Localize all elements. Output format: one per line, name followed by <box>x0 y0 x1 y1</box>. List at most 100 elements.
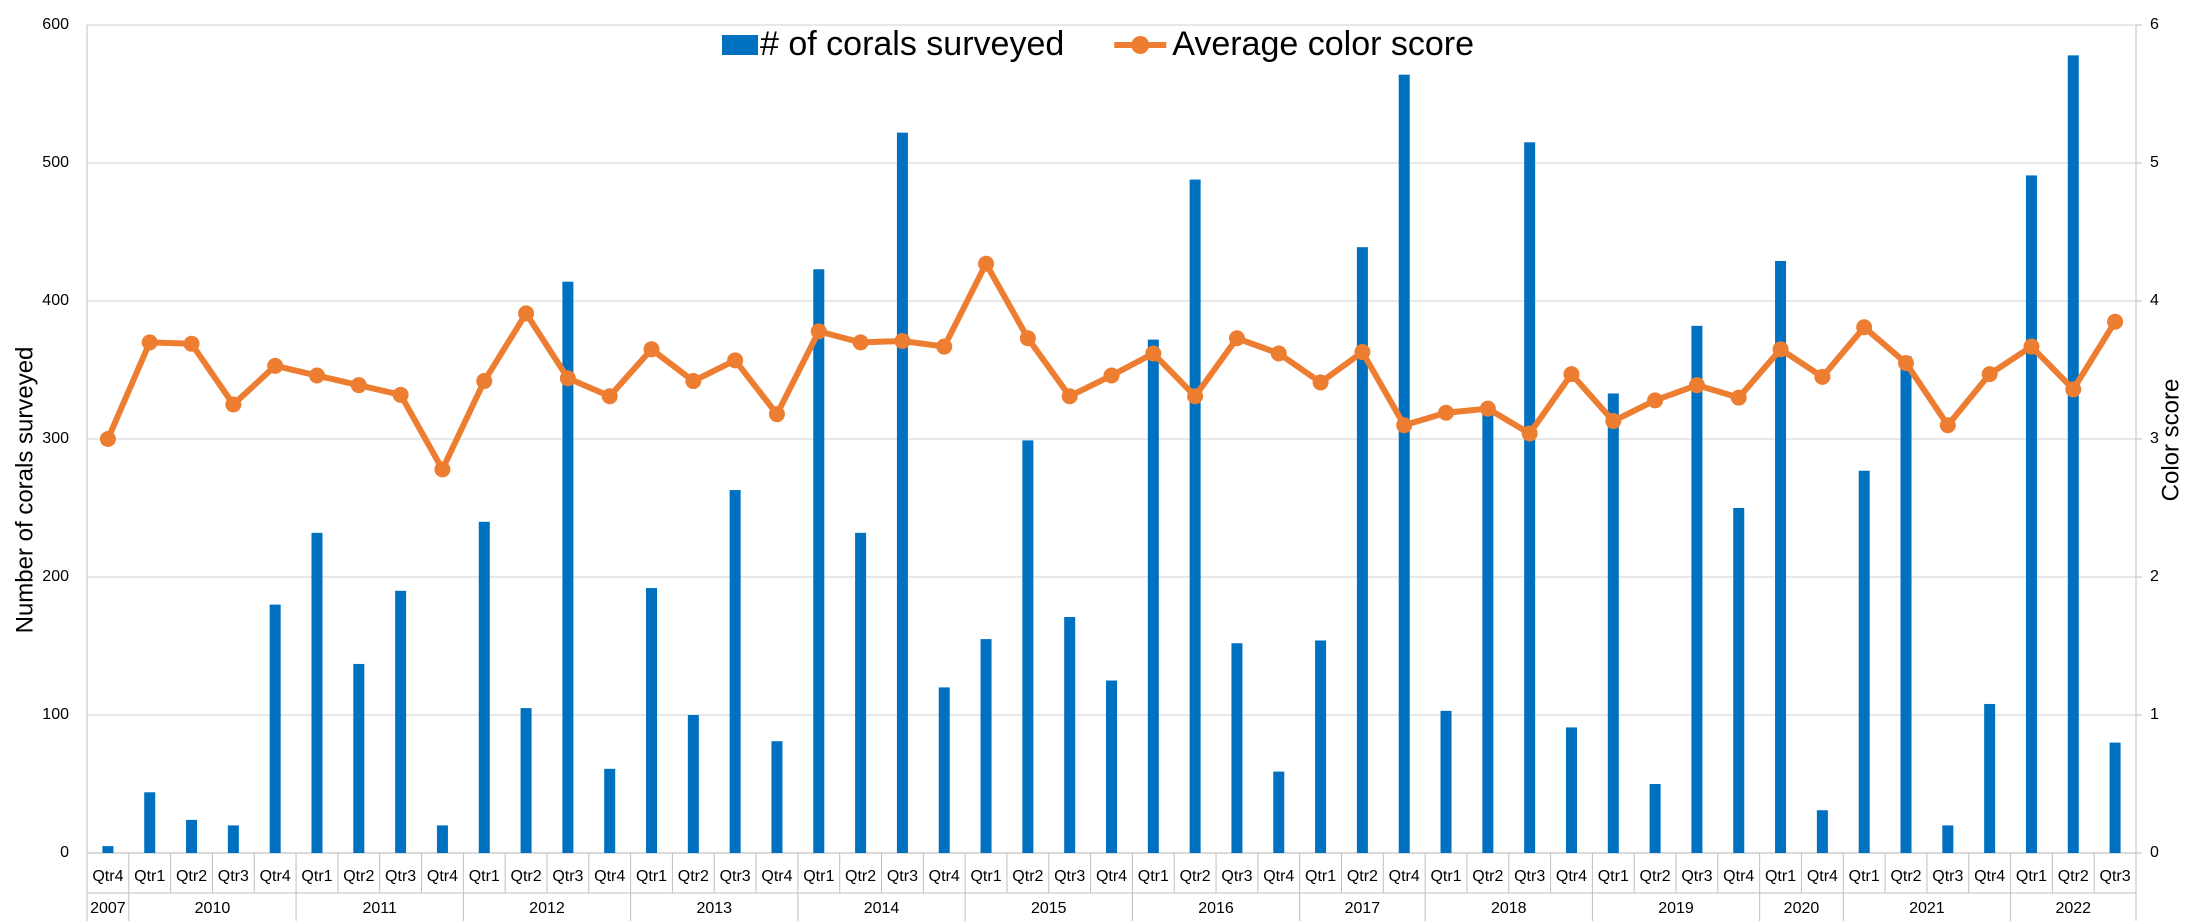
x-tick-label: Qtr4 <box>1096 868 1127 885</box>
x-tick-label: Qtr2 <box>678 868 709 885</box>
point <box>141 334 158 351</box>
x-tick-label: Qtr3 <box>1932 868 1963 885</box>
x-group-label: 2017 <box>1345 900 1381 917</box>
point <box>1479 400 1496 417</box>
x-tick-label: Qtr4 <box>1807 868 1838 885</box>
x-tick-label: Qtr3 <box>1054 868 1085 885</box>
x-tick-label: Qtr2 <box>176 868 207 885</box>
bar <box>2025 175 2037 854</box>
point <box>1270 345 1287 362</box>
bar <box>2109 742 2121 853</box>
y-tick-label: 100 <box>42 706 69 723</box>
point <box>267 357 284 374</box>
x-tick-label: Qtr1 <box>970 868 1001 885</box>
bar <box>1064 617 1076 853</box>
point <box>434 461 451 478</box>
point <box>768 406 785 423</box>
point <box>2023 338 2040 355</box>
bar <box>980 639 992 853</box>
x-group-label: 2022 <box>2055 900 2091 917</box>
bar <box>144 792 156 853</box>
x-group-label: 2019 <box>1658 900 1694 917</box>
bar <box>1565 727 1577 853</box>
x-tick-label: Qtr2 <box>845 868 876 885</box>
bar <box>436 825 448 853</box>
bar <box>227 825 239 853</box>
x-tick-label: Qtr4 <box>427 868 458 885</box>
point <box>1396 417 1413 434</box>
x-group-label: 2021 <box>1909 900 1945 917</box>
x-tick-label: Qtr2 <box>343 868 374 885</box>
point <box>1772 341 1789 358</box>
bar <box>311 532 323 853</box>
x-tick-label: Qtr3 <box>552 868 583 885</box>
point <box>1605 413 1622 430</box>
point <box>2065 381 2082 398</box>
x-tick-label: Qtr1 <box>636 868 667 885</box>
bar <box>1315 640 1327 853</box>
bar <box>1189 179 1201 853</box>
bar <box>1942 825 1954 853</box>
y2-tick-label: 1 <box>2150 706 2159 723</box>
point <box>559 370 576 387</box>
x-tick-label: Qtr1 <box>134 868 165 885</box>
x-group-label: 2020 <box>1784 900 1820 917</box>
y2-tick-label: 3 <box>2150 430 2159 447</box>
x-group-label: 2014 <box>864 900 900 917</box>
point <box>1898 355 1915 372</box>
legend-swatch <box>722 35 758 55</box>
bar <box>1231 643 1243 853</box>
point <box>601 388 618 405</box>
x-group-label: 2015 <box>1031 900 1067 917</box>
point <box>1228 330 1245 347</box>
point <box>1145 345 1162 362</box>
y-tick-label: 0 <box>60 844 69 861</box>
point <box>1563 366 1580 383</box>
bar <box>353 663 365 853</box>
x-tick-label: Qtr4 <box>1974 868 2005 885</box>
bar <box>1691 325 1703 854</box>
bar <box>562 281 574 853</box>
x-tick-label: Qtr2 <box>1012 868 1043 885</box>
x-tick-label: Qtr3 <box>720 868 751 885</box>
point <box>1103 367 1120 384</box>
x-group-label: 2012 <box>529 900 565 917</box>
x-tick-label: Qtr4 <box>594 868 625 885</box>
bar <box>1106 680 1117 853</box>
bar <box>604 768 616 853</box>
x-tick-label: Qtr4 <box>1263 868 1294 885</box>
bar <box>1356 247 1368 853</box>
point <box>852 334 869 351</box>
bar <box>1482 404 1494 853</box>
point <box>392 386 409 403</box>
x-tick-label: Qtr1 <box>1849 868 1880 885</box>
point <box>936 338 953 355</box>
bar <box>1022 440 1034 853</box>
x-tick-label: Qtr4 <box>1723 868 1754 885</box>
point <box>1312 374 1329 391</box>
point <box>1019 330 1036 347</box>
point <box>225 396 242 413</box>
bar <box>896 132 908 853</box>
bar <box>1775 260 1787 854</box>
x-tick-label: Qtr3 <box>2100 868 2131 885</box>
x-tick-label: Qtr3 <box>1514 868 1545 885</box>
x-tick-label: Qtr2 <box>511 868 542 885</box>
point <box>978 255 995 272</box>
point <box>1981 366 1998 383</box>
point <box>350 377 367 394</box>
bar <box>1900 356 1912 853</box>
x-tick-label: Qtr3 <box>385 868 416 885</box>
x-tick-label: Qtr1 <box>469 868 500 885</box>
point <box>1521 425 1538 442</box>
bar <box>771 741 783 853</box>
point <box>1061 388 1078 405</box>
bar <box>269 604 281 853</box>
x-tick-label: Qtr4 <box>1556 868 1587 885</box>
x-tick-label: Qtr4 <box>929 868 960 885</box>
x-tick-label: Qtr2 <box>1640 868 1671 885</box>
x-group-label: 2011 <box>363 900 398 917</box>
bar <box>1273 771 1285 853</box>
